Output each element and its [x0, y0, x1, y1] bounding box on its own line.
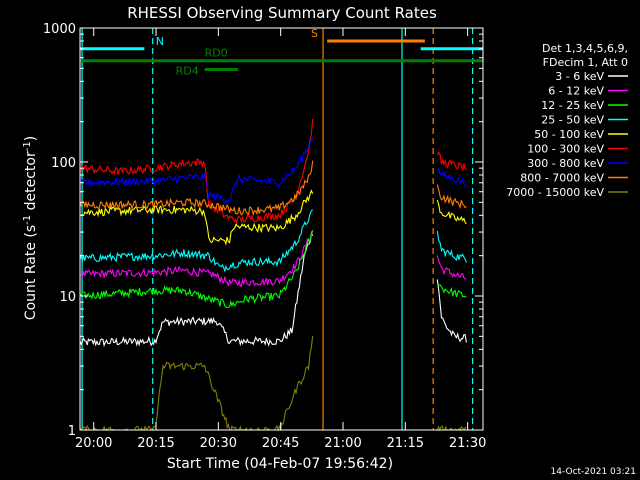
chart-title: RHESSI Observing Summary Count Rates — [127, 4, 437, 22]
legend-label-6: 300 - 800 keV — [527, 157, 604, 170]
y-tick-label-0: 1 — [68, 424, 76, 439]
legend: Det 1,3,4,5,6,9,FDecim 1, Att 03 - 6 keV… — [506, 42, 628, 199]
legend-label-7: 800 - 7000 keV — [520, 172, 604, 185]
legend-label-0: 3 - 6 keV — [555, 70, 604, 83]
series-5-segment-1 — [436, 151, 467, 171]
x-tick-label-6: 21:30 — [449, 436, 486, 451]
x-tick-label-0: 20:00 — [75, 436, 112, 451]
series-1-segment-1 — [436, 255, 467, 280]
series-3-segment-1 — [436, 230, 467, 263]
series-5-segment-0 — [79, 118, 314, 224]
series-0-segment-0 — [79, 231, 314, 348]
series-4-segment-1 — [436, 199, 467, 225]
series-0-segment-1 — [436, 279, 467, 343]
rd4-label: RD4 — [176, 65, 199, 78]
series-7-segment-1 — [436, 184, 467, 210]
axes-frame — [79, 27, 484, 431]
legend-header-1: FDecim 1, Att 0 — [543, 56, 628, 69]
legend-label-2: 12 - 25 keV — [541, 99, 604, 112]
legend-header-0: Det 1,3,4,5,6,9, — [542, 42, 628, 55]
y-axis-label: Count Rate (s-1 detector-1) — [22, 136, 39, 320]
flag-label-2: RD0 — [205, 47, 228, 60]
x-axis-label: Start Time (04-Feb-07 19:56:42) — [167, 456, 393, 472]
x-tick-label-5: 21:15 — [387, 436, 424, 451]
y-tick-label-2: 100 — [51, 156, 76, 171]
footer-date: 14-Oct-2021 03:21 — [551, 467, 636, 477]
x-tick-label-2: 20:30 — [200, 436, 237, 451]
legend-label-1: 6 - 12 keV — [548, 85, 604, 98]
series-3-segment-0 — [79, 209, 314, 273]
series-1-segment-0 — [79, 230, 314, 287]
flag-label-0: N — [156, 35, 164, 48]
x-tick-label-1: 20:15 — [137, 436, 174, 451]
y-tick-label-3: 1000 — [43, 22, 76, 37]
flag-label-1: S — [311, 27, 318, 40]
axes: 1 10 100 1000 20:00 20:15 20:30 20:45 21:00 21:15… — [43, 22, 486, 451]
legend-label-8: 7000 - 15000 keV — [506, 186, 604, 199]
x-tick-label-3: 20:45 — [262, 436, 299, 451]
series-6-segment-0 — [79, 136, 314, 204]
series-8-segment-1 — [436, 425, 467, 432]
legend-label-3: 25 - 50 keV — [541, 114, 604, 127]
plot-area: N S RD0 RD4 — [79, 27, 483, 432]
series-2-segment-1 — [437, 283, 467, 298]
series-2-segment-0 — [79, 229, 314, 309]
legend-label-5: 100 - 300 keV — [527, 143, 604, 156]
legend-label-4: 50 - 100 keV — [534, 128, 604, 141]
series-7-segment-0 — [79, 160, 314, 216]
y-tick-label-1: 10 — [59, 290, 76, 305]
series-6-segment-1 — [436, 166, 467, 188]
series-8-segment-0 — [79, 335, 314, 432]
x-tick-label-4: 21:00 — [324, 436, 361, 451]
